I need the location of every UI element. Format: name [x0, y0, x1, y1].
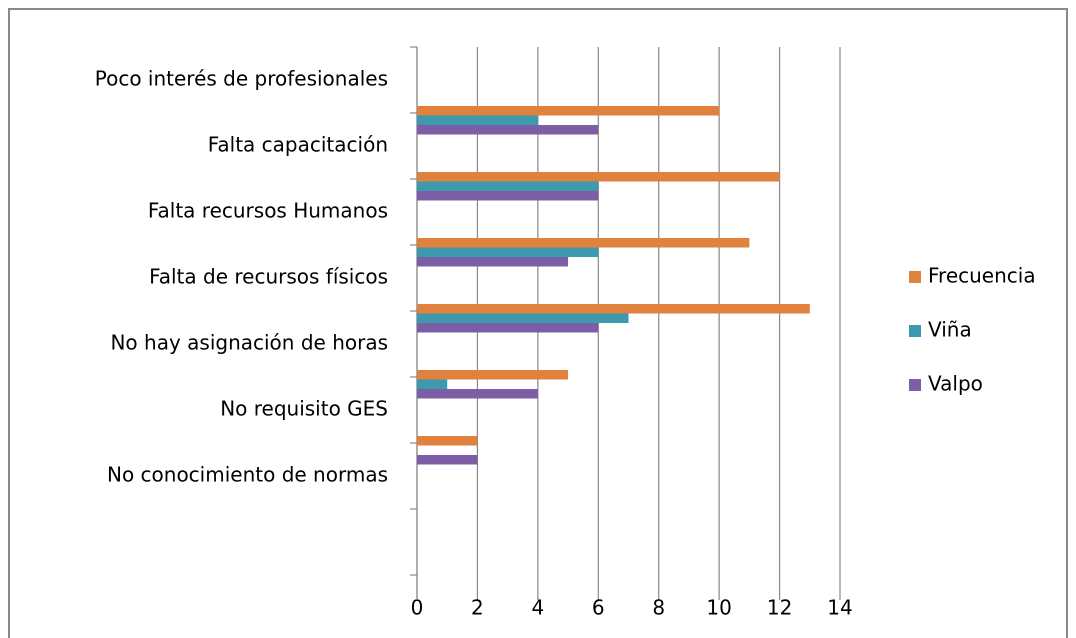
y-tick-label: Falta de recursos físicos — [149, 265, 388, 289]
x-tick-label: 4 — [531, 596, 544, 620]
bar — [417, 247, 599, 257]
bar — [417, 436, 478, 446]
bar — [417, 106, 720, 116]
bar — [417, 370, 569, 380]
x-tick-label: 8 — [652, 596, 665, 620]
bar — [417, 257, 569, 267]
bar — [417, 115, 538, 125]
y-tick-label: Falta recursos Humanos — [148, 199, 388, 223]
bar — [417, 389, 538, 399]
legend-swatch — [909, 379, 921, 391]
y-tick-label: Falta capacitación — [208, 133, 388, 157]
x-tick-label: 10 — [706, 596, 731, 620]
x-tick-label: 6 — [592, 596, 605, 620]
legend-label: Viña — [928, 318, 972, 342]
bar — [417, 238, 750, 248]
legend-label: Valpo — [928, 372, 983, 396]
y-tick-label: No conocimiento de normas — [107, 463, 388, 487]
x-tick-label: 0 — [411, 596, 424, 620]
y-tick-label: Poco interés de profesionales — [95, 67, 388, 91]
legend-label: Frecuencia — [928, 264, 1036, 288]
y-tick-label: No hay asignación de horas — [110, 331, 388, 355]
y-tick-label: No requisito GES — [220, 397, 388, 421]
x-tick-label: 14 — [827, 596, 852, 620]
bar — [417, 304, 810, 314]
bar — [417, 455, 478, 465]
x-tick-label: 2 — [471, 596, 484, 620]
bar — [417, 379, 448, 389]
bar — [417, 323, 599, 333]
x-tick-label: 12 — [767, 596, 792, 620]
legend-swatch — [909, 325, 921, 337]
legend-swatch — [909, 271, 921, 283]
bar — [417, 313, 629, 323]
bar — [417, 172, 780, 182]
bar — [417, 125, 599, 135]
bar — [417, 191, 599, 201]
bar — [417, 181, 599, 191]
